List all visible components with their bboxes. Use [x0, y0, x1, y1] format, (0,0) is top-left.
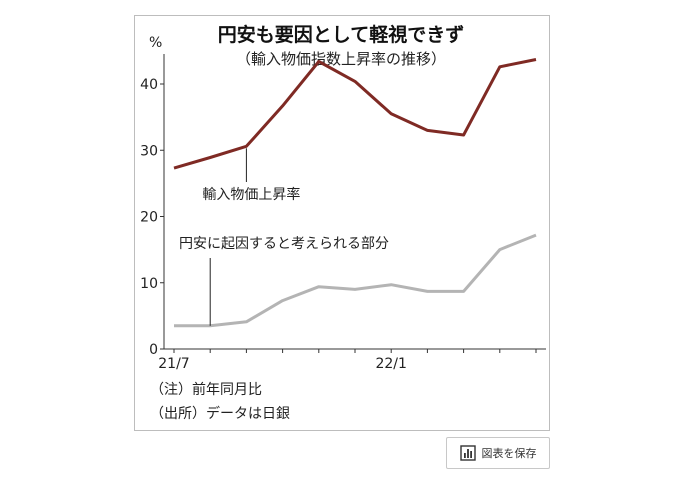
- y-tick-label: 30: [140, 143, 158, 159]
- chart-title: 円安も要因として軽視できず: [218, 23, 464, 46]
- x-tick-label: 22/1: [375, 356, 406, 372]
- x-tick-label: 21/7: [158, 356, 189, 372]
- note-text: （注）前年同月比: [150, 382, 262, 398]
- chart-subtitle: （輸入物価指数上昇率の推移）: [236, 50, 446, 68]
- y-tick-label: 40: [140, 77, 158, 93]
- series-line-0: [173, 58, 537, 170]
- bar-chart-icon: [459, 445, 476, 461]
- annotation-label: 輸入物価上昇率: [202, 186, 300, 203]
- chart-svg: 円安も要因として軽視できず （輸入物価指数上昇率の推移） % 0 10 20 30 40…: [140, 23, 546, 372]
- chart-frame: 円安も要因として軽視できず （輸入物価指数上昇率の推移） % 0 10 20 30 40…: [134, 15, 550, 431]
- series-line-1: [174, 233, 537, 328]
- annotation-label: 円安に起因すると考えられる部分: [179, 236, 389, 252]
- y-tick-label: 10: [140, 276, 158, 292]
- y-axis-unit: %: [149, 35, 162, 51]
- y-tick-label: 0: [149, 342, 158, 358]
- source-text: （出所）データは日銀: [150, 406, 290, 422]
- y-tick-label: 20: [140, 210, 158, 226]
- save-chart-label: 図表を保存: [481, 447, 537, 460]
- save-chart-button[interactable]: 図表を保存: [446, 437, 550, 469]
